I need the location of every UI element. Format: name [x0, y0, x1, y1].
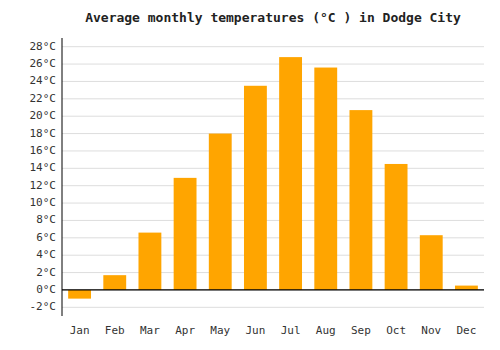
x-tick-label: Apr — [175, 324, 195, 337]
x-tick-label: Jul — [281, 324, 301, 337]
y-tick-label: 12°C — [30, 179, 57, 192]
bar — [349, 110, 372, 290]
grid-line — [62, 98, 484, 99]
grid — [62, 47, 484, 308]
background — [0, 0, 500, 350]
bar — [455, 286, 478, 290]
x-tick-label: Sep — [351, 324, 371, 337]
bar — [244, 86, 267, 290]
y-tick-label: 6°C — [36, 231, 56, 244]
y-axis-line — [62, 38, 63, 316]
bar — [314, 68, 337, 290]
y-tick-label: 20°C — [30, 109, 57, 122]
y-tick-label: 10°C — [30, 196, 57, 209]
grid-line — [62, 203, 484, 204]
bar — [174, 178, 197, 290]
y-tick-label: 22°C — [30, 92, 57, 105]
x-tick-label: Aug — [316, 324, 336, 337]
grid-line — [62, 185, 484, 186]
grid-line — [62, 116, 484, 117]
x-tick-label: Feb — [105, 324, 125, 337]
y-tick-label: 26°C — [30, 57, 57, 70]
grid-line — [62, 168, 484, 169]
y-tick-label: 16°C — [30, 144, 57, 157]
y-tick-label: 4°C — [36, 248, 56, 261]
bar — [279, 57, 302, 290]
bars — [68, 57, 478, 299]
grid-line — [62, 46, 484, 47]
bar — [68, 290, 91, 299]
y-tick-label: 2°C — [36, 266, 56, 279]
x-tick-label: Oct — [386, 324, 406, 337]
grid-line — [62, 220, 484, 221]
grid-line — [62, 307, 484, 308]
y-tick-label: -2°C — [30, 300, 57, 313]
y-tick-label: 24°C — [30, 74, 57, 87]
x-tick-label: Jun — [245, 324, 265, 337]
y-tick-label: 28°C — [30, 40, 57, 53]
grid-line — [62, 150, 484, 151]
bar — [385, 164, 408, 290]
x-tick-label: May — [210, 324, 230, 337]
bar — [209, 134, 232, 290]
y-tick-label: 0°C — [36, 283, 56, 296]
grid-line — [62, 81, 484, 82]
y-tick-label: 8°C — [36, 213, 56, 226]
chart-svg: -2°C 0°C 2°C 4°C 6°C 8°C 10°C 12°C 14°C 16°C 18°C 2… — [0, 0, 500, 350]
x-tick-label: Dec — [456, 324, 476, 337]
x-tick-label: Jan — [70, 324, 90, 337]
chart-container: -2°C 0°C 2°C 4°C 6°C 8°C 10°C 12°C 14°C 16°C 18°C 2… — [0, 0, 500, 350]
x-tick-labels: Jan Feb Mar Apr May Jun Jul Aug Sep Oct Nov Dec — [70, 324, 477, 337]
x-tick-label: Mar — [140, 324, 160, 337]
title: Average monthly temperatures (°C ) in Do… — [85, 10, 461, 25]
grid-line — [62, 133, 484, 134]
y-tick-labels: -2°C 0°C 2°C 4°C 6°C 8°C 10°C 12°C 14°C 16°C 18°C 2… — [30, 40, 57, 314]
bar — [420, 235, 443, 290]
grid-line — [62, 64, 484, 65]
zero-line — [62, 289, 484, 290]
x-tick-label: Nov — [421, 324, 441, 337]
bar — [103, 275, 126, 290]
y-tick-label: 18°C — [30, 127, 57, 140]
bar — [138, 233, 161, 290]
grid-line — [62, 289, 484, 290]
y-tick-label: 14°C — [30, 161, 57, 174]
